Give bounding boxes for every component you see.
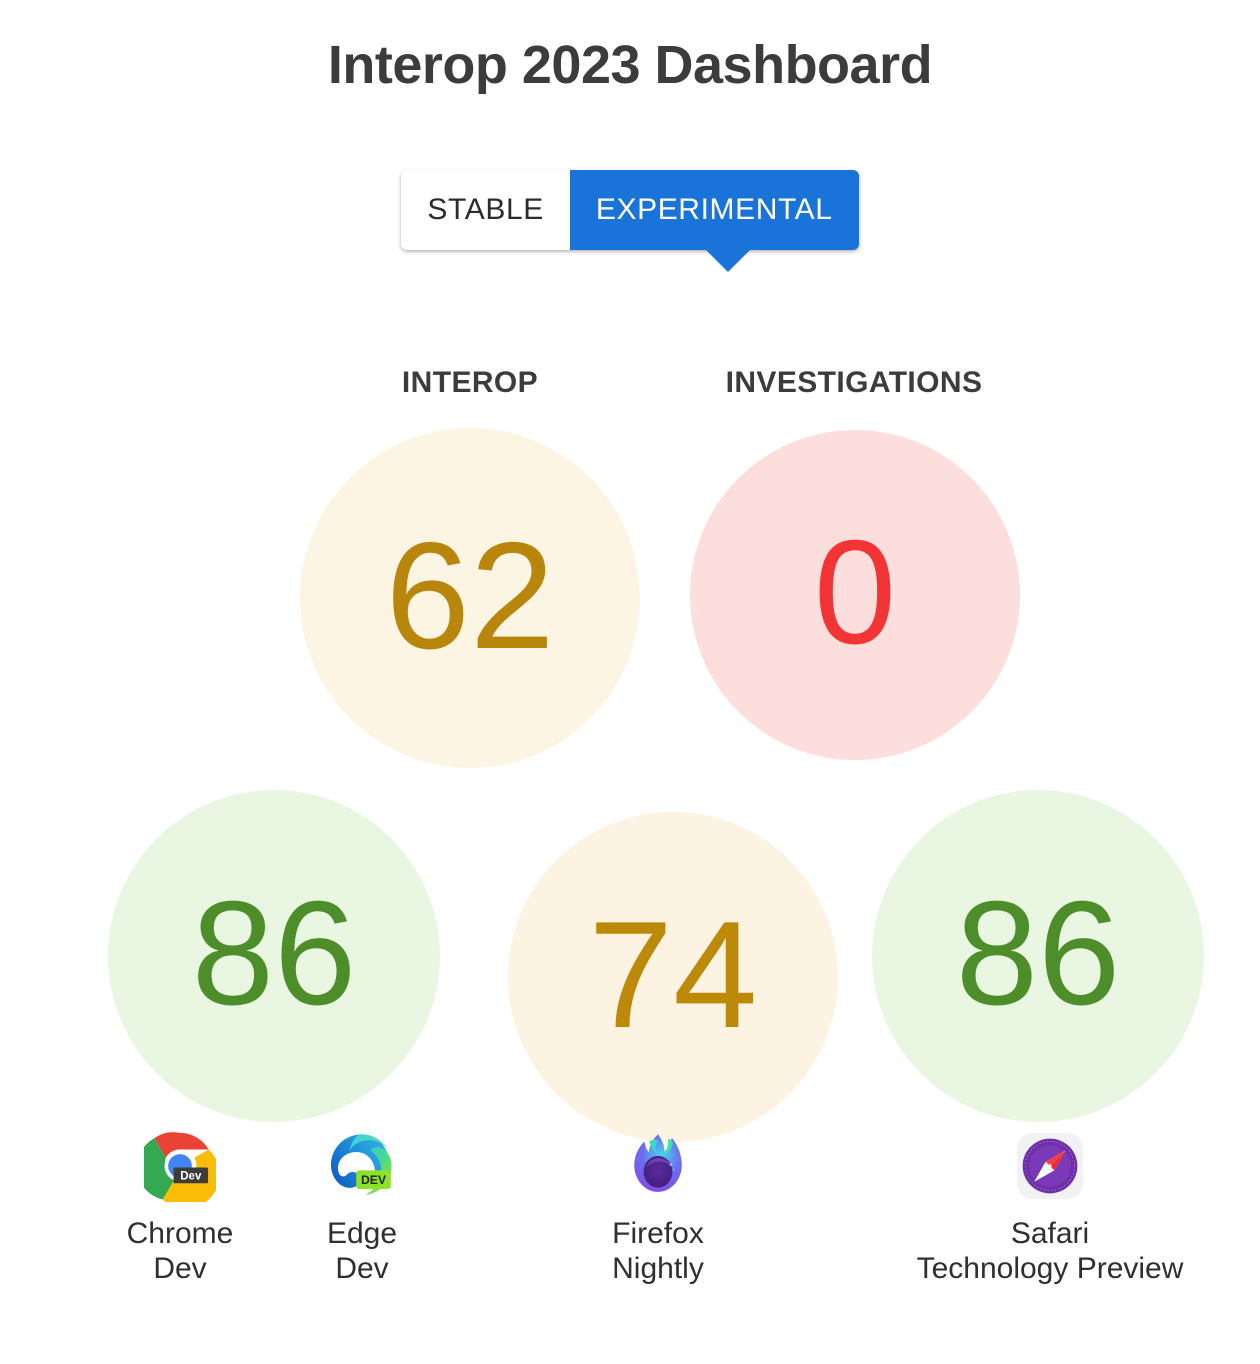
- score-circle-chrome[interactable]: 86: [108, 790, 440, 1122]
- firefox-nightly-icon: [634, 1134, 682, 1192]
- browser-firefox-nightly[interactable]: Firefox Nightly: [568, 1130, 748, 1287]
- score-value-safari: 86: [955, 871, 1121, 1036]
- channel-toggle: STABLE EXPERIMENTAL: [401, 170, 859, 272]
- svg-text:Dev: Dev: [180, 1170, 202, 1182]
- browser-label-safari-technology-preview: Safari Technology Preview: [916, 1217, 1184, 1286]
- toggle-stable[interactable]: STABLE: [401, 170, 570, 250]
- page-title: Interop 2023 Dashboard: [327, 35, 933, 95]
- chrome-dev-icon: Dev: [144, 1132, 216, 1202]
- browser-edge-dev[interactable]: DEV Edge Dev: [272, 1130, 452, 1287]
- browser-chrome-dev[interactable]: Dev Chrome Dev: [90, 1130, 270, 1287]
- safari-technology-preview-icon: [1016, 1132, 1084, 1200]
- toggle-experimental[interactable]: EXPERIMENTAL: [569, 170, 859, 250]
- score-circle-interop[interactable]: 62: [300, 428, 640, 768]
- score-circle-firefox[interactable]: 74: [508, 812, 838, 1142]
- score-value-investigations: 0: [813, 510, 897, 675]
- svg-text:DEV: DEV: [361, 1173, 387, 1187]
- section-header-investigations: INVESTIGATIONS: [725, 366, 983, 399]
- browser-safari-technology-preview[interactable]: Safari Technology Preview: [905, 1130, 1195, 1287]
- edge-dev-icon: DEV: [330, 1134, 392, 1195]
- channel-toggle-container: STABLE EXPERIMENTAL: [0, 170, 1260, 272]
- score-circle-safari[interactable]: 86: [872, 790, 1204, 1122]
- score-circle-investigations[interactable]: 0: [690, 430, 1020, 760]
- score-value-firefox: 74: [588, 890, 758, 1060]
- toggle-pointer-icon: [706, 250, 751, 272]
- browser-label-chrome-dev: Chrome Dev: [126, 1217, 234, 1286]
- section-header-interop: INTEROP: [401, 366, 539, 399]
- score-value-chrome: 86: [191, 871, 357, 1036]
- browser-label-edge-dev: Edge Dev: [326, 1217, 398, 1286]
- score-value-interop: 62: [385, 511, 555, 681]
- browser-label-firefox-nightly: Firefox Nightly: [612, 1217, 704, 1286]
